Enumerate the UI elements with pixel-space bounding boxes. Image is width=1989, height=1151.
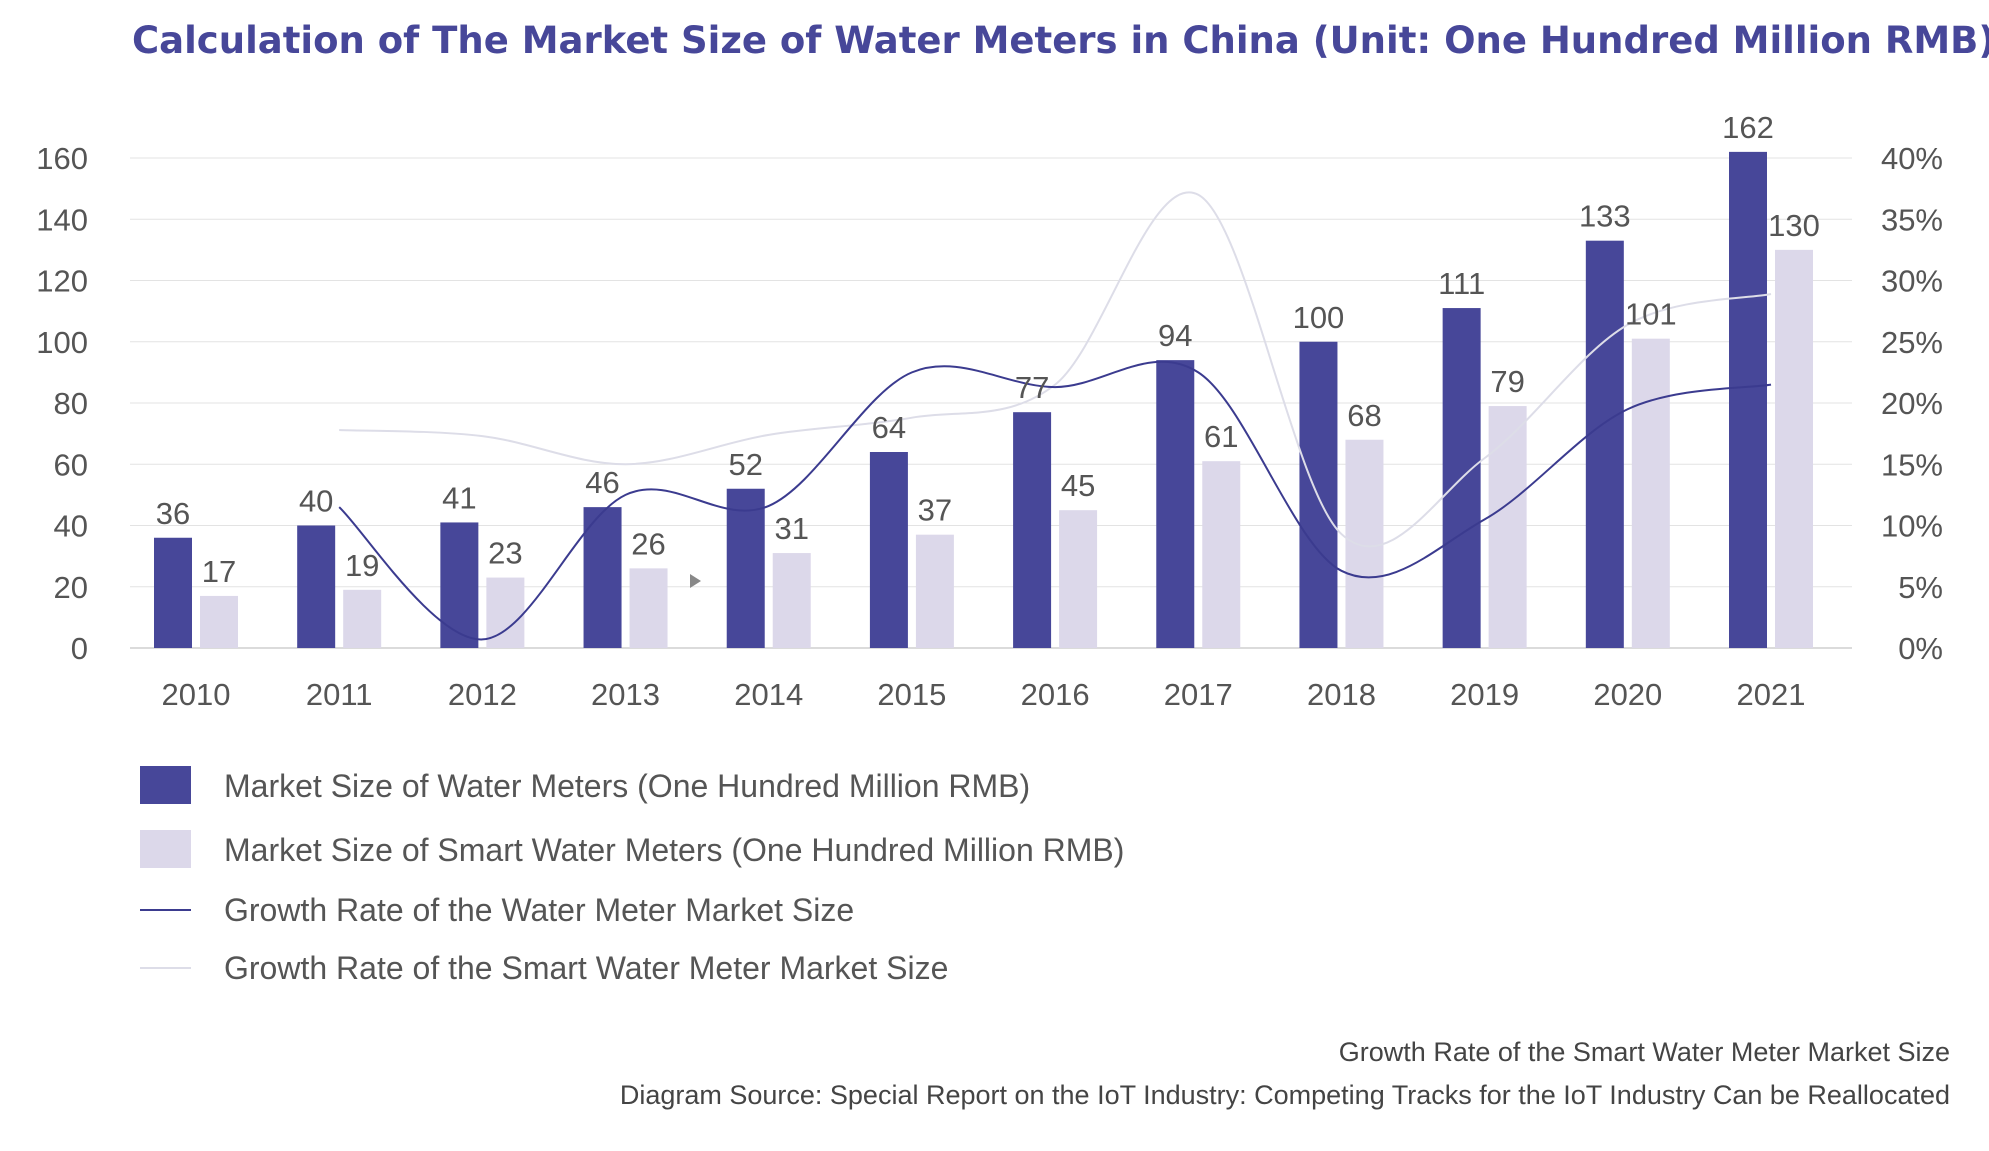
right-tick-label: 40% xyxy=(1881,141,1943,176)
smart-water-meter-bar xyxy=(1202,461,1241,648)
bars-group xyxy=(154,151,1813,648)
water-meter-bar xyxy=(1013,412,1052,648)
smart-water-meter-value-label: 45 xyxy=(1061,468,1095,503)
water-meter-value-label: 100 xyxy=(1293,300,1345,335)
legend-label: Growth Rate of the Water Meter Market Si… xyxy=(224,892,854,928)
water-meter-value-label: 111 xyxy=(1438,266,1485,301)
smart-water-meter-value-label: 19 xyxy=(345,548,379,583)
water-meter-value-label: 77 xyxy=(1015,370,1049,405)
x-tick-label: 2016 xyxy=(1021,677,1090,712)
x-tick-label: 2019 xyxy=(1450,677,1519,712)
smart-water-meter-bar xyxy=(200,595,238,648)
water-meter-bar xyxy=(297,525,336,648)
right-tick-label: 0% xyxy=(1898,631,1943,666)
water-meter-bar xyxy=(1585,240,1624,648)
left-tick-label: 120 xyxy=(36,264,88,299)
small-arrow-marker xyxy=(690,574,701,588)
water-meter-value-label: 41 xyxy=(442,480,476,515)
water-meter-value-label: 52 xyxy=(728,447,762,482)
left-tick-label: 140 xyxy=(36,202,88,237)
smart-water-meter-value-label: 101 xyxy=(1625,297,1677,332)
smart-water-meter-bar xyxy=(629,568,668,648)
smart-water-meter-value-label: 130 xyxy=(1768,208,1820,243)
water-meter-value-label: 94 xyxy=(1158,318,1192,353)
footer-line: Diagram Source: Special Report on the Io… xyxy=(620,1080,1950,1110)
right-tick-label: 10% xyxy=(1881,509,1943,544)
smart-water-meter-value-label: 31 xyxy=(774,511,808,546)
smart-water-meter-value-label: 26 xyxy=(631,526,665,561)
smart-water-meter-value-label: 68 xyxy=(1347,398,1381,433)
water-meter-bar xyxy=(440,522,479,648)
water-meter-bar xyxy=(1156,360,1195,648)
smart-water-meter-value-label: 17 xyxy=(202,554,236,589)
water-meter-value-label: 162 xyxy=(1722,110,1774,145)
left-tick-label: 60 xyxy=(54,447,88,482)
right-tick-label: 20% xyxy=(1881,386,1943,421)
water-meter-value-label: 36 xyxy=(156,496,190,531)
smart-water-meter-value-label: 61 xyxy=(1204,419,1238,454)
smart-water-meter-bar xyxy=(1345,439,1384,648)
left-tick-label: 40 xyxy=(54,509,88,544)
x-tick-label: 2013 xyxy=(591,677,660,712)
smart-water-meter-bar xyxy=(772,553,811,648)
legend: Market Size of Water Meters (One Hundred… xyxy=(140,766,1124,986)
legend-swatch xyxy=(140,766,191,804)
smart-water-meter-bar xyxy=(1488,406,1527,648)
left-tick-label: 20 xyxy=(54,570,88,605)
right-tick-label: 35% xyxy=(1881,202,1943,237)
right-tick-label: 25% xyxy=(1881,325,1943,360)
water-meter-value-label: 64 xyxy=(872,410,906,445)
legend-label: Market Size of Water Meters (One Hundred… xyxy=(224,768,1030,804)
source-footer: Growth Rate of the Smart Water Meter Mar… xyxy=(620,1037,1950,1110)
chart-title: Calculation of The Market Size of Water … xyxy=(132,19,1989,62)
bar-data-labels: 36 17 40 19 41 23 46 26 52 31 64 37 77 45 94 61 100 68 111… xyxy=(156,110,1820,589)
water-meter-bar xyxy=(583,507,622,648)
x-tick-label: 2017 xyxy=(1164,677,1233,712)
water-meter-bar xyxy=(154,537,192,648)
left-axis: 0 20 40 60 80 100 120 140 160 xyxy=(36,141,88,666)
growth-lines-group xyxy=(338,191,1772,641)
left-tick-label: 80 xyxy=(54,386,88,421)
water-meter-value-label: 40 xyxy=(299,484,333,519)
water-meter-value-label: 46 xyxy=(585,465,619,500)
smart-water-meter-value-label: 37 xyxy=(918,493,952,528)
left-tick-label: 160 xyxy=(36,141,88,176)
x-tick-label: 2010 xyxy=(162,677,231,712)
water-meter-value-label: 133 xyxy=(1579,199,1631,234)
x-tick-label: 2014 xyxy=(734,677,803,712)
smart-growth-rate-line xyxy=(339,191,1772,548)
gridlines xyxy=(130,157,1852,649)
left-tick-label: 0 xyxy=(71,631,88,666)
right-tick-label: 15% xyxy=(1881,447,1943,482)
water-meter-bar xyxy=(726,488,765,648)
x-tick-label: 2011 xyxy=(306,677,373,712)
water-meter-bar xyxy=(869,452,908,648)
smart-water-meter-bar xyxy=(1631,338,1670,648)
x-tick-label: 2012 xyxy=(448,677,517,712)
growth-rate-line xyxy=(338,360,1772,641)
right-axis: 0% 5% 10% 15% 20% 25% 30% 35% 40% xyxy=(1881,141,1943,666)
x-tick-label: 2021 xyxy=(1737,677,1806,712)
water-meter-bar xyxy=(1729,151,1767,648)
x-tick-label: 2015 xyxy=(877,677,946,712)
footer-line: Growth Rate of the Smart Water Meter Mar… xyxy=(1339,1037,1950,1067)
legend-label: Growth Rate of the Smart Water Meter Mar… xyxy=(224,950,948,986)
right-tick-label: 5% xyxy=(1898,570,1943,605)
x-tick-label: 2020 xyxy=(1593,677,1662,712)
legend-swatch xyxy=(140,830,191,868)
smart-water-meter-bar xyxy=(343,589,382,648)
smart-water-meter-value-label: 23 xyxy=(488,536,522,571)
smart-water-meter-bar xyxy=(1059,510,1098,648)
legend-label: Market Size of Smart Water Meters (One H… xyxy=(224,832,1124,868)
x-tick-label: 2018 xyxy=(1307,677,1376,712)
smart-water-meter-bar xyxy=(1775,249,1813,648)
smart-water-meter-value-label: 79 xyxy=(1490,364,1524,399)
left-tick-label: 100 xyxy=(36,325,88,360)
x-axis: 2010 2011 2012 2013 2014 2015 2016 2017 2018 2019… xyxy=(162,677,1806,712)
right-tick-label: 30% xyxy=(1881,264,1943,299)
smart-water-meter-bar xyxy=(915,534,954,648)
